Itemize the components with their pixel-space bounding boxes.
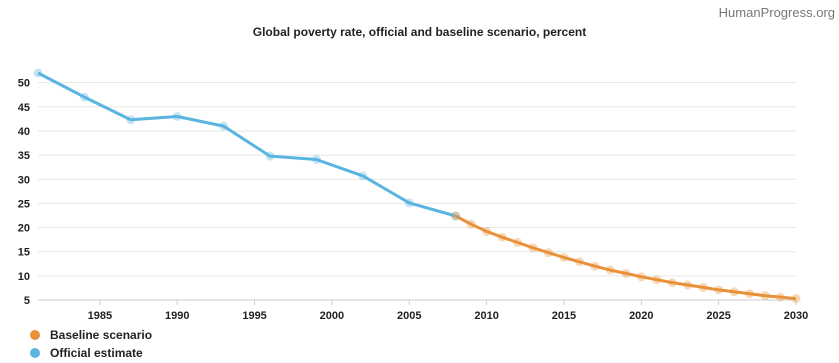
- x-tick-label: 2005: [397, 310, 421, 322]
- data-point-baseline: [776, 292, 786, 302]
- data-point-baseline: [513, 238, 523, 248]
- data-point-baseline: [636, 272, 646, 282]
- y-tick-label: 30: [18, 174, 30, 186]
- y-tick-label: 25: [18, 198, 30, 210]
- x-tick-label: 1995: [242, 310, 266, 322]
- data-point-official: [358, 171, 368, 181]
- data-point-baseline: [543, 248, 553, 258]
- x-tick-label: 2030: [784, 310, 808, 322]
- data-point-official: [33, 68, 43, 78]
- legend-item-baseline[interactable]: Baseline scenario: [30, 328, 152, 342]
- y-tick-label: 10: [18, 271, 30, 283]
- y-tick-label: 50: [18, 78, 30, 90]
- data-point-baseline: [528, 243, 538, 253]
- data-point-baseline: [590, 261, 600, 271]
- y-tick-label: 15: [18, 247, 30, 259]
- legend-item-official[interactable]: Official estimate: [30, 346, 143, 360]
- data-point-official: [265, 151, 275, 161]
- data-point-baseline: [683, 280, 693, 290]
- data-point-baseline: [605, 265, 615, 275]
- x-axis-ticks: 1985 1990 1995 2000 2005 2010 2015 2020 2025 2030: [88, 300, 808, 322]
- series-points: [33, 68, 801, 304]
- data-point-official: [311, 154, 321, 164]
- x-tick-label: 1985: [88, 310, 112, 322]
- data-point-baseline: [698, 282, 708, 292]
- watermark: HumanProgress.org: [718, 5, 835, 20]
- data-point-baseline: [466, 219, 476, 229]
- legend-label-baseline: Baseline scenario: [50, 328, 153, 342]
- y-tick-label: 20: [18, 223, 30, 235]
- data-point-baseline: [621, 268, 631, 278]
- data-point-baseline: [559, 252, 569, 262]
- data-point-baseline: [652, 275, 662, 285]
- data-point-official: [219, 121, 229, 131]
- data-point-baseline: [574, 257, 584, 267]
- data-point-official: [79, 92, 89, 102]
- chart-title: Global poverty rate, official and baseli…: [252, 25, 587, 39]
- series-line-official: [37, 71, 457, 218]
- x-tick-label: 2015: [552, 310, 576, 322]
- data-point-baseline: [760, 291, 770, 301]
- data-point-baseline: [714, 285, 724, 295]
- data-point-baseline: [497, 232, 507, 242]
- x-tick-label: 2010: [474, 310, 498, 322]
- y-axis-ticks: 5 10 15 20 25 30 35 40 45 50: [18, 78, 30, 307]
- data-point-official: [126, 115, 136, 125]
- data-point-baseline: [482, 226, 492, 236]
- x-tick-label: 1990: [165, 310, 189, 322]
- data-point-baseline: [667, 278, 677, 288]
- y-tick-label: 5: [24, 295, 30, 307]
- data-point-baseline: [791, 294, 801, 304]
- x-tick-label: 2025: [706, 310, 730, 322]
- data-point-official: [404, 198, 414, 208]
- data-point-baseline: [729, 287, 739, 297]
- x-tick-label: 2020: [629, 310, 653, 322]
- series-lines: [37, 71, 797, 301]
- y-tick-label: 40: [18, 126, 30, 138]
- data-point-baseline: [745, 289, 755, 299]
- grid-lines: [38, 82, 796, 301]
- legend-marker-official: [30, 348, 40, 358]
- legend-marker-baseline: [30, 330, 40, 340]
- series-line-baseline: [454, 214, 797, 301]
- data-point-official: [451, 211, 461, 221]
- y-tick-label: 45: [18, 102, 30, 114]
- data-point-baseline: [451, 211, 461, 221]
- y-tick-label: 35: [18, 150, 30, 162]
- x-tick-label: 2000: [320, 310, 344, 322]
- data-point-official: [172, 111, 182, 121]
- legend-label-official: Official estimate: [50, 346, 143, 360]
